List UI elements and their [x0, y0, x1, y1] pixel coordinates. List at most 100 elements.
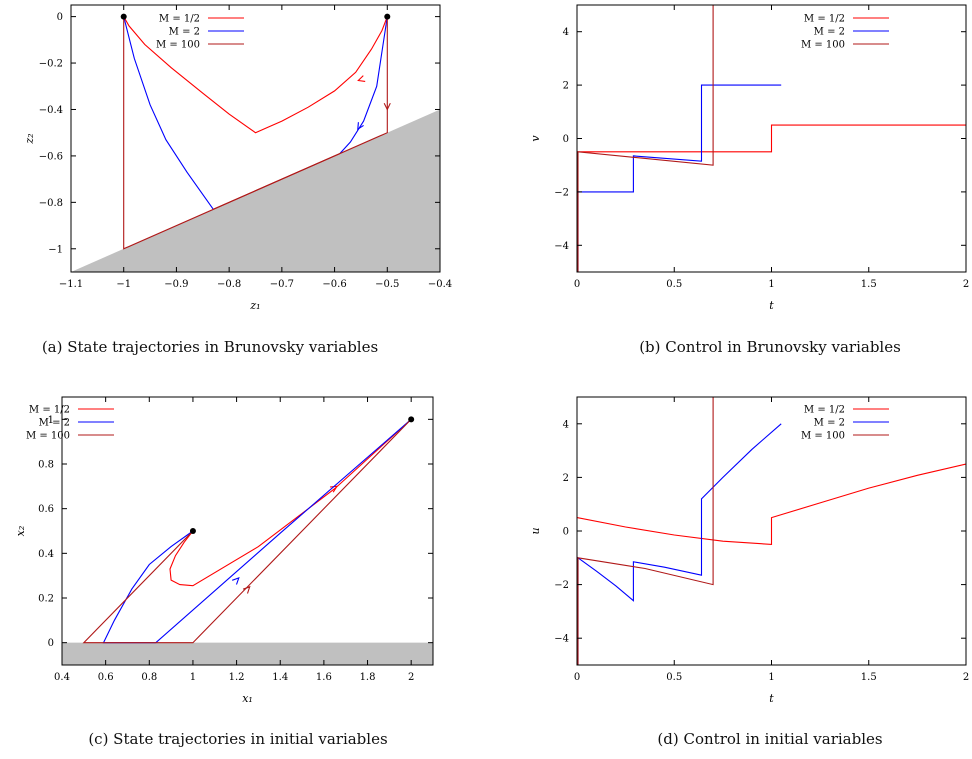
start-point-marker [384, 13, 391, 20]
legend-label: M = 100 [26, 431, 70, 442]
infeasible-region [62, 642, 433, 665]
y-tick-label: 0.6 [38, 504, 54, 515]
x-tick-label: 2 [963, 279, 969, 290]
chart-panel-2: 0 0.5 1 1.5 2 4 2 0 −2 −4 t v M = 1/2 M = 2 M = 100 (b)… [529, 4, 969, 356]
x-tick-label: 0.8 [141, 672, 157, 683]
series-3-line [213, 153, 341, 210]
legend-label: M = 100 [156, 40, 200, 51]
series-2-line [123, 16, 214, 210]
direction-arrow [357, 122, 364, 131]
panel-caption: (b) Control in Brunovsky variables [639, 338, 901, 356]
x-tick-label: 2 [408, 672, 414, 683]
y-tick-label: 0 [563, 134, 569, 145]
y-tick-label: 2 [563, 81, 569, 92]
start-point-marker [189, 528, 196, 534]
x-tick-label: 0.6 [98, 672, 114, 683]
x-tick-label: 2 [963, 672, 969, 683]
legend-label: M = 1/2 [804, 405, 845, 416]
x-tick-label: 1.5 [861, 279, 877, 290]
direction-arrow [242, 585, 251, 594]
y-tick-label: −2 [554, 187, 569, 198]
x-tick-label: 0.5 [666, 279, 682, 290]
y-tick-label: 4 [563, 419, 569, 430]
series-1-line [577, 463, 966, 545]
x-tick-label: −0.6 [322, 279, 346, 290]
legend-label: M = 2 [814, 418, 845, 429]
series-3-line [82, 418, 412, 644]
x-tick-label: −1 [116, 279, 131, 290]
start-point-marker [120, 13, 127, 20]
y-axis-label: x₂ [14, 526, 27, 537]
x-tick-label: −0.8 [217, 279, 241, 290]
x-tick-label: 1.2 [229, 672, 245, 683]
panel-caption: (a) State trajectories in Brunovsky vari… [42, 338, 378, 356]
x-tick-label: 0 [574, 279, 580, 290]
x-tick-label: −1.1 [59, 279, 83, 290]
x-tick-label: −0.5 [375, 279, 399, 290]
series-2-line [102, 418, 412, 644]
direction-arrow [357, 75, 366, 82]
legend-label: M = 1/2 [159, 14, 200, 25]
y-tick-label: 0 [48, 638, 54, 649]
y-tick-label: 0.4 [38, 549, 54, 560]
x-axis-label: x₁ [242, 692, 253, 705]
y-tick-label: −4 [554, 634, 569, 645]
x-tick-label: 0.5 [666, 672, 682, 683]
legend-label: M = 2 [169, 27, 200, 38]
direction-arrow [329, 485, 339, 493]
y-tick-label: 1 [48, 415, 54, 426]
series-1-line [577, 124, 966, 153]
y-tick-label: 0 [563, 527, 569, 538]
y-tick-label: −2 [554, 580, 569, 591]
legend-label: M = 2 [39, 418, 70, 429]
legend-label: M = 1/2 [29, 405, 70, 416]
direction-arrow [232, 576, 240, 585]
y-axis-label: v [529, 135, 542, 142]
series-3-line [577, 5, 714, 272]
y-axis-label: z₂ [23, 133, 36, 144]
y-axis-label: u [529, 527, 542, 534]
y-tick-label: −0.4 [39, 105, 63, 116]
x-axis-label: z₁ [249, 299, 260, 312]
x-tick-label: 1.8 [360, 672, 376, 683]
x-tick-label: 1.5 [861, 672, 877, 683]
y-tick-label: 0.2 [38, 594, 54, 605]
direction-arrow [383, 102, 391, 111]
series-1-line [169, 418, 412, 587]
x-tick-label: 0 [574, 672, 580, 683]
legend-label: M = 100 [801, 40, 845, 51]
x-axis-label: t [769, 692, 774, 705]
series-2-line [577, 423, 782, 665]
y-tick-label: −0.8 [39, 198, 63, 209]
x-tick-label: 1 [190, 672, 196, 683]
y-tick-label: −0.6 [39, 151, 63, 162]
series-3-line [577, 397, 714, 665]
legend-label: M = 2 [814, 27, 845, 38]
plot-frame [70, 4, 441, 273]
y-tick-label: 4 [563, 27, 569, 38]
x-axis-label: t [769, 299, 774, 312]
chart-panel-1: −1.1 −1 −0.9 −0.8 −0.7 −0.6 −0.5 −0.4 0 −0.2 −0.4 −… [23, 4, 452, 356]
chart-panel-4: 0 0.5 1 1.5 2 4 2 0 −2 −4 t u M = 1/2 M = 2 M = 100 (d)… [529, 396, 969, 748]
x-tick-label: 1.4 [272, 672, 288, 683]
series-2-line [339, 16, 388, 154]
y-tick-label: −1 [48, 244, 63, 255]
x-tick-label: 1 [768, 672, 774, 683]
x-tick-label: −0.9 [164, 279, 188, 290]
x-tick-label: 0.4 [54, 672, 70, 683]
x-tick-label: −0.7 [270, 279, 294, 290]
x-tick-label: 1.6 [316, 672, 332, 683]
y-tick-label: 0.8 [38, 460, 54, 471]
chart-panel-3: 0.4 0.6 0.8 1 1.2 1.4 1.6 1.8 2 1 0.8 0.6 0.4 0.2 0 x₁ x… [14, 396, 434, 748]
series-2-line [577, 84, 782, 272]
y-tick-label: 2 [563, 473, 569, 484]
x-tick-label: 1 [768, 279, 774, 290]
legend-label: M = 100 [801, 431, 845, 442]
panel-caption: (c) State trajectories in initial variab… [88, 730, 387, 748]
plot-frame [61, 396, 434, 666]
start-point-marker [408, 416, 415, 423]
series-1-line [123, 16, 388, 134]
legend-label: M = 1/2 [804, 14, 845, 25]
y-tick-label: 0 [57, 12, 63, 23]
